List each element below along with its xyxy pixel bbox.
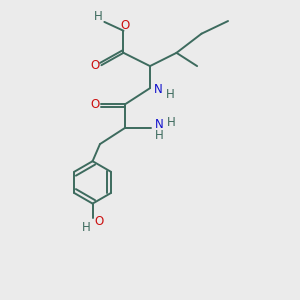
Text: H: H bbox=[167, 116, 176, 129]
Text: N: N bbox=[155, 118, 164, 131]
Text: H: H bbox=[155, 129, 164, 142]
Text: O: O bbox=[120, 19, 130, 32]
Text: N: N bbox=[154, 83, 163, 96]
Text: O: O bbox=[90, 98, 100, 111]
Text: O: O bbox=[94, 215, 104, 228]
Text: H: H bbox=[94, 10, 102, 23]
Text: O: O bbox=[90, 59, 100, 72]
Text: H: H bbox=[166, 88, 175, 101]
Text: H: H bbox=[82, 220, 91, 234]
